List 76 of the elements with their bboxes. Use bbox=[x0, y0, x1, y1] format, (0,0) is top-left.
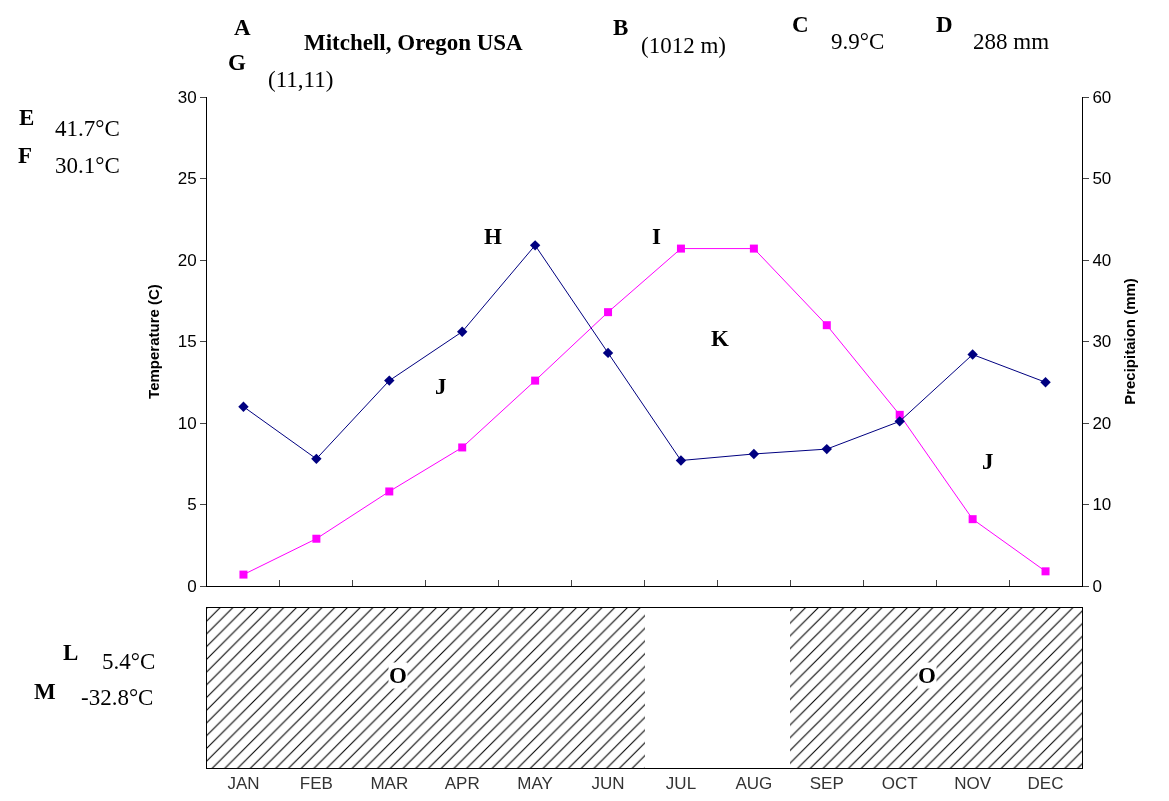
text: B bbox=[613, 15, 629, 40]
point bbox=[531, 376, 540, 385]
text: L bbox=[63, 640, 79, 665]
text: 9.9°C bbox=[831, 29, 885, 54]
point bbox=[749, 244, 758, 253]
x-tick-label: DEC bbox=[1027, 774, 1064, 794]
text: 288 mm bbox=[973, 29, 1050, 54]
point bbox=[602, 347, 614, 359]
text: (1012 m) bbox=[641, 33, 726, 58]
x-tick-label: SEP bbox=[809, 774, 844, 794]
point bbox=[894, 416, 905, 427]
y2-tick-label: 30 bbox=[1092, 332, 1112, 352]
text: G bbox=[228, 50, 246, 75]
y-tick-label: 10 bbox=[177, 413, 197, 433]
annotation: J bbox=[982, 449, 994, 474]
annotation: J bbox=[435, 374, 447, 399]
x-tick-label: APR bbox=[444, 774, 480, 794]
y2-tick-label: 60 bbox=[1092, 87, 1112, 107]
x-tick-label: JAN bbox=[227, 774, 260, 794]
point bbox=[604, 308, 613, 317]
text: (11,11) bbox=[268, 67, 334, 92]
point bbox=[1041, 567, 1050, 576]
text: M bbox=[34, 679, 56, 704]
y-tick-label: 15 bbox=[177, 332, 197, 352]
y-tick-label: 0 bbox=[187, 576, 197, 596]
annotation: K bbox=[711, 326, 729, 351]
y2-tick-label: 50 bbox=[1092, 169, 1112, 189]
text: Mitchell, Oregon USA bbox=[304, 30, 524, 55]
text: -32.8°C bbox=[81, 685, 154, 710]
point bbox=[748, 448, 760, 460]
text: 5.4°C bbox=[102, 649, 156, 674]
y-axis-title: Temperature (C) bbox=[144, 284, 162, 399]
annotation: H bbox=[484, 224, 502, 249]
y-tick-label: 25 bbox=[177, 169, 197, 189]
point bbox=[385, 487, 394, 496]
y2-tick-label: 10 bbox=[1092, 495, 1112, 515]
x-tick-label: AUG bbox=[735, 774, 773, 794]
annotation: O bbox=[389, 663, 407, 688]
point bbox=[311, 453, 322, 465]
point bbox=[968, 515, 977, 524]
point bbox=[822, 321, 831, 330]
y2-axis-title: Precipitaion (mm) bbox=[1121, 278, 1139, 405]
y-tick-label: 30 bbox=[177, 87, 197, 107]
x-tick-label: FEB bbox=[299, 774, 333, 794]
point bbox=[238, 401, 249, 412]
annotation: I bbox=[652, 224, 661, 249]
text: F bbox=[18, 143, 33, 168]
y2-tick-label: 40 bbox=[1092, 250, 1112, 270]
point bbox=[529, 240, 541, 251]
y-tick-label: 20 bbox=[177, 250, 197, 270]
text: 30.1°C bbox=[55, 153, 120, 178]
text: 41.7°C bbox=[55, 116, 120, 141]
annotation: O bbox=[918, 663, 936, 688]
point bbox=[1040, 377, 1051, 388]
x-tick-label: JUL bbox=[665, 774, 697, 794]
point bbox=[967, 349, 978, 360]
x-tick-label: MAR bbox=[370, 774, 409, 794]
point bbox=[457, 326, 468, 337]
point bbox=[239, 570, 248, 579]
point bbox=[312, 534, 321, 543]
x-tick-label: MAY bbox=[517, 774, 553, 794]
point bbox=[821, 443, 832, 455]
text: E bbox=[19, 105, 35, 130]
point bbox=[384, 375, 395, 386]
text: C bbox=[792, 12, 809, 37]
point bbox=[458, 443, 467, 452]
y2-tick-label: 0 bbox=[1092, 576, 1102, 596]
y2-tick-label: 20 bbox=[1092, 413, 1112, 433]
y-tick-label: 5 bbox=[187, 495, 197, 515]
point bbox=[675, 455, 687, 466]
text: A bbox=[234, 15, 251, 40]
x-tick-label: NOV bbox=[954, 774, 992, 794]
text: D bbox=[936, 12, 953, 37]
x-tick-label: JUN bbox=[591, 774, 625, 794]
x-tick-label: OCT bbox=[881, 774, 918, 794]
point bbox=[676, 244, 685, 253]
